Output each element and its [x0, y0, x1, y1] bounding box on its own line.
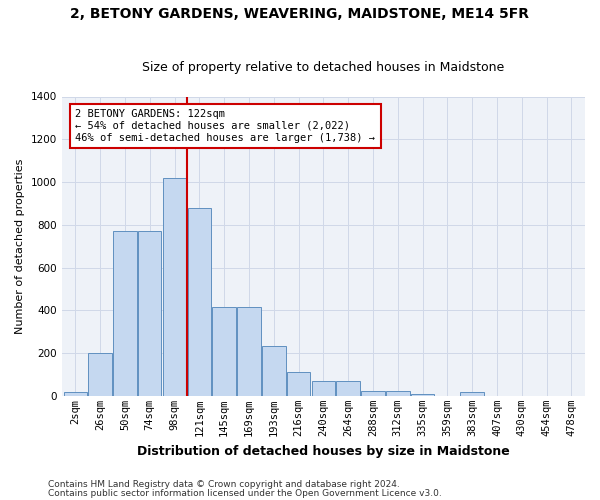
Bar [88, 353, 112, 396]
Bar [337, 381, 360, 396]
Title: Size of property relative to detached houses in Maidstone: Size of property relative to detached ho… [142, 62, 505, 74]
Text: Contains public sector information licensed under the Open Government Licence v3: Contains public sector information licen… [48, 488, 442, 498]
Bar [262, 346, 286, 396]
Text: 2 BETONY GARDENS: 122sqm
← 54% of detached houses are smaller (2,022)
46% of sem: 2 BETONY GARDENS: 122sqm ← 54% of detach… [76, 110, 376, 142]
Text: 2, BETONY GARDENS, WEAVERING, MAIDSTONE, ME14 5FR: 2, BETONY GARDENS, WEAVERING, MAIDSTONE,… [71, 8, 530, 22]
Bar [361, 390, 385, 396]
Bar [188, 208, 211, 396]
Bar [113, 231, 137, 396]
Bar [163, 178, 186, 396]
Bar [311, 381, 335, 396]
Bar [138, 231, 161, 396]
X-axis label: Distribution of detached houses by size in Maidstone: Distribution of detached houses by size … [137, 444, 510, 458]
Text: Contains HM Land Registry data © Crown copyright and database right 2024.: Contains HM Land Registry data © Crown c… [48, 480, 400, 489]
Y-axis label: Number of detached properties: Number of detached properties [15, 158, 25, 334]
Bar [287, 372, 310, 396]
Bar [411, 394, 434, 396]
Bar [386, 390, 410, 396]
Bar [212, 307, 236, 396]
Bar [237, 307, 261, 396]
Bar [460, 392, 484, 396]
Bar [64, 392, 87, 396]
